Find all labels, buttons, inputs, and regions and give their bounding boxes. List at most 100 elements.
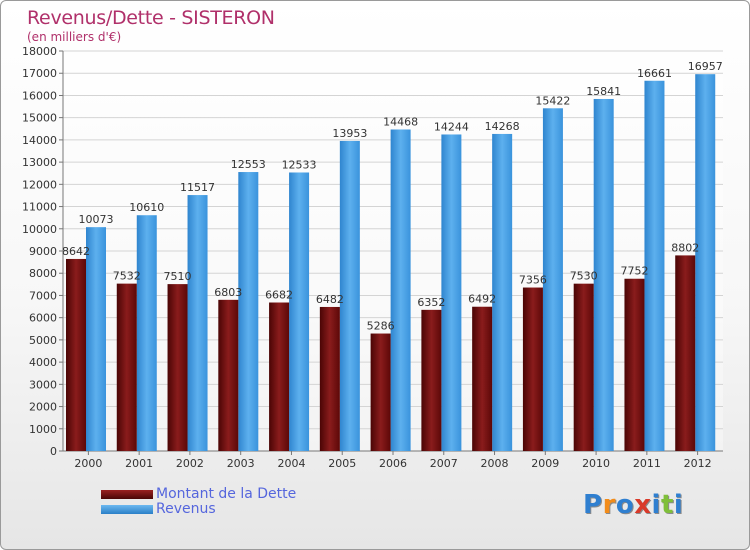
- x-tick-label: 2002: [176, 457, 204, 470]
- data-label-revenus: 14244: [434, 120, 469, 133]
- data-label-revenus: 11517: [180, 181, 215, 194]
- data-label-dette: 6492: [468, 293, 496, 306]
- data-label-revenus: 13953: [332, 127, 367, 140]
- x-tick-label: 2001: [125, 457, 153, 470]
- y-tick-label: 13000: [22, 156, 57, 169]
- chart-title: Revenus/Dette - SISTERON: [27, 7, 275, 29]
- y-tick-label: 11000: [22, 201, 57, 214]
- logo-letter: r: [602, 490, 616, 520]
- bar-dette: [66, 258, 86, 451]
- bar-revenus: [86, 227, 106, 451]
- bar-dette: [624, 278, 645, 451]
- bar-dette: [573, 283, 594, 451]
- data-label-revenus: 16957: [688, 60, 723, 73]
- bar-revenus: [187, 195, 208, 451]
- logo-letter: P: [583, 490, 603, 520]
- y-tick-label: 9000: [29, 245, 57, 258]
- y-tick-label: 17000: [22, 67, 57, 80]
- y-tick-label: 10000: [22, 223, 57, 236]
- logo-letter: o: [615, 490, 635, 520]
- data-label-dette: 8642: [62, 245, 90, 258]
- y-tick-label: 2000: [29, 401, 57, 414]
- x-tick-label: 2010: [582, 457, 610, 470]
- data-label-dette: 5286: [367, 320, 395, 333]
- bar-revenus: [339, 140, 360, 451]
- data-label-dette: 6803: [214, 286, 242, 299]
- data-label-dette: 7752: [620, 265, 648, 278]
- x-tick-label: 2003: [227, 457, 255, 470]
- x-tick-label: 2008: [481, 457, 509, 470]
- x-tick-label: 2006: [379, 457, 407, 470]
- bar-revenus: [492, 133, 513, 451]
- data-label-revenus: 15422: [535, 94, 570, 107]
- y-tick-label: 8000: [29, 267, 57, 280]
- proxiti-logo: Proxiti: [583, 490, 683, 520]
- legend-swatch-dette: [101, 490, 153, 499]
- x-tick-label: 2004: [277, 457, 305, 470]
- y-tick-label: 5000: [29, 334, 57, 347]
- y-tick-label: 0: [50, 445, 57, 458]
- y-tick-label: 15000: [22, 112, 57, 125]
- bar-dette: [116, 283, 137, 451]
- bar-dette: [218, 299, 239, 451]
- data-label-revenus: 14468: [383, 115, 418, 128]
- bar-revenus: [644, 80, 665, 451]
- x-tick-label: 2007: [430, 457, 458, 470]
- y-tick-label: 7000: [29, 289, 57, 302]
- bar-dette: [167, 284, 188, 451]
- data-label-revenus: 12533: [282, 158, 317, 171]
- bar-revenus: [695, 74, 716, 451]
- bar-dette: [675, 255, 696, 451]
- y-tick-label: 1000: [29, 423, 57, 436]
- data-label-revenus: 14268: [485, 120, 520, 133]
- logo-letter: x: [634, 490, 652, 520]
- data-label-dette: 7510: [164, 270, 192, 283]
- y-tick-label: 16000: [22, 89, 57, 102]
- bar-revenus: [593, 98, 614, 451]
- data-label-dette: 6682: [265, 289, 293, 302]
- logo-letter: i: [651, 490, 661, 520]
- bar-revenus: [542, 108, 563, 452]
- bar-dette: [472, 306, 493, 451]
- data-label-dette: 8802: [671, 241, 699, 254]
- y-tick-label: 6000: [29, 312, 57, 325]
- bar-revenus: [441, 134, 462, 451]
- bar-dette: [522, 287, 543, 451]
- data-label-dette: 7356: [519, 274, 547, 287]
- bar-dette: [421, 309, 442, 451]
- legend-label-dette: Montant de la Dette: [156, 486, 297, 502]
- x-tick-label: 2005: [328, 457, 356, 470]
- bar-revenus: [390, 129, 411, 451]
- data-label-revenus: 12553: [231, 158, 266, 171]
- bar-dette: [370, 333, 391, 451]
- data-label-dette: 7532: [113, 270, 141, 283]
- x-tick-label: 2011: [633, 457, 661, 470]
- y-tick-label: 4000: [29, 356, 57, 369]
- y-tick-label: 12000: [22, 178, 57, 191]
- bar-revenus: [289, 172, 310, 451]
- bar-dette: [269, 302, 290, 451]
- data-label-dette: 6352: [417, 296, 445, 309]
- data-label-revenus: 10610: [129, 201, 164, 214]
- data-label-dette: 6482: [316, 293, 344, 306]
- legend-label-revenus: Revenus: [156, 501, 216, 517]
- data-label-revenus: 15841: [586, 85, 621, 98]
- chart-subtitle: (en milliers d'€): [27, 30, 122, 44]
- data-label-dette: 7530: [570, 270, 598, 283]
- y-tick-label: 18000: [22, 45, 57, 58]
- x-tick-label: 2009: [531, 457, 559, 470]
- data-label-revenus: 16661: [637, 67, 672, 80]
- legend-swatch-revenus: [101, 505, 153, 514]
- logo-letter: i: [673, 490, 684, 520]
- x-tick-label: 2000: [74, 457, 102, 470]
- y-tick-label: 14000: [22, 134, 57, 147]
- data-label-revenus: 10073: [79, 213, 114, 226]
- bar-revenus: [136, 215, 157, 451]
- y-tick-label: 3000: [29, 378, 57, 391]
- x-tick-label: 2012: [684, 457, 712, 470]
- bar-dette: [319, 306, 340, 451]
- bar-revenus: [238, 172, 259, 452]
- logo-letter: t: [660, 490, 674, 520]
